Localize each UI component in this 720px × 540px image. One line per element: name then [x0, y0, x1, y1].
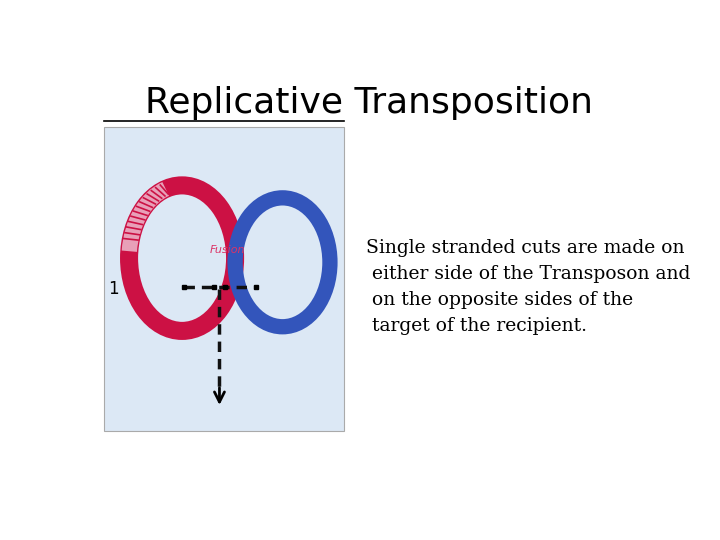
Text: Fusion: Fusion [210, 245, 246, 255]
Text: Replicative Transposition: Replicative Transposition [145, 85, 593, 119]
Bar [104, 127, 344, 431]
Text: 1: 1 [109, 280, 119, 298]
Text: Single stranded cuts are made on
 either side of the Transposon and
 on the oppo: Single stranded cuts are made on either … [366, 239, 690, 335]
